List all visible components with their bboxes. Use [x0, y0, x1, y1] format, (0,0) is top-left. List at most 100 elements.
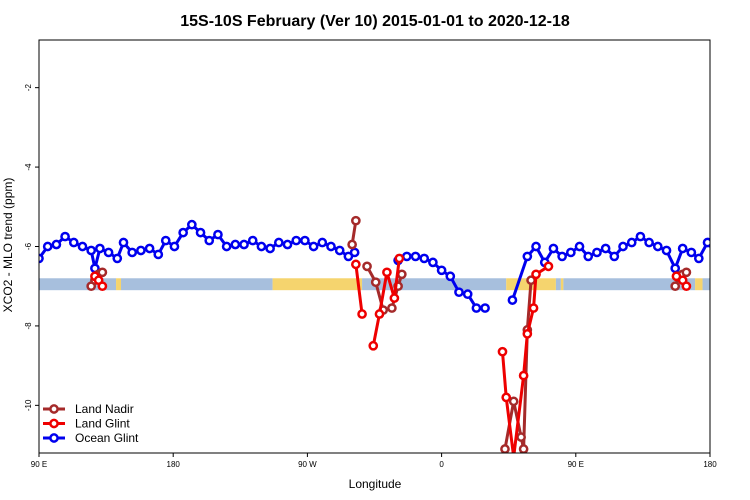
ocean-glint-point-43: [428, 257, 438, 268]
ocean-glint-point-36: [334, 245, 345, 256]
legend-label-land-nadir: Land Nadir: [75, 402, 134, 416]
ocean-glint-point-30: [282, 239, 293, 250]
ocean-glint-point-5: [77, 241, 88, 252]
land-glint-point-17: [543, 261, 554, 272]
ocean-glint-point-18: [178, 227, 188, 238]
land-nadir-point-15: [518, 444, 529, 453]
ocean-glint-point-61: [609, 251, 620, 262]
ocean-glint-point-45: [445, 271, 456, 282]
ocean-glint-point-22: [213, 229, 223, 240]
land-glint-point-11: [501, 392, 512, 403]
land-glint-point-14: [522, 329, 533, 339]
land-nadir-line-3: [503, 280, 533, 451]
land-glint-line-3: [500, 265, 550, 453]
y-tick-label-2: -6: [24, 242, 33, 250]
ocean-glint-point-17: [169, 241, 180, 252]
ocean-glint-point-38: [349, 247, 360, 258]
band-segment-0: [39, 278, 117, 291]
ocean-glint-point-27: [256, 241, 267, 252]
ocean-glint-point-59: [592, 247, 602, 258]
band-segment-3: [272, 278, 363, 291]
land-nadir-point-11: [396, 269, 407, 280]
ocean-glint-point-68: [670, 263, 681, 274]
ocean-glint-point-32: [300, 235, 310, 246]
ocean-glint-point-20: [195, 227, 206, 238]
plot-inner: [39, 215, 746, 453]
ocean-glint-point-13: [136, 245, 146, 256]
ocean-glint-point-70: [686, 247, 697, 258]
ocean-glint-point-56: [565, 247, 576, 258]
ocean-glint-point-47: [462, 289, 473, 300]
land-nadir-point-14: [516, 432, 526, 442]
ocean-glint-point-16: [160, 235, 171, 246]
ocean-glint-point-64: [635, 231, 646, 242]
land-glint-point-20: [681, 281, 692, 292]
ocean-glint-point-51: [522, 251, 533, 262]
land-glint-point-15: [528, 303, 539, 313]
ocean-glint-point-69: [677, 243, 688, 254]
ocean-glint-point-73: [713, 251, 720, 258]
plot-area: [39, 215, 746, 453]
ocean-glint-point-21: [204, 235, 215, 246]
x-tick-label-2: 90 W: [298, 460, 317, 469]
legend-marker-ocean-glint: [49, 433, 59, 443]
ocean-glint-point-48: [471, 303, 482, 313]
ocean-glint-point-49: [480, 303, 490, 313]
ocean-glint-point-63: [626, 237, 637, 248]
ocean-glint-point-14: [144, 243, 155, 254]
land-nadir-point-12: [500, 444, 510, 453]
band-segment-4: [362, 278, 507, 291]
ocean-glint-point-35: [326, 241, 336, 252]
ocean-glint-point-12: [127, 247, 138, 258]
y-tick-label-4: -2: [24, 84, 33, 92]
land-glint-line-1: [354, 264, 364, 315]
ocean-glint-point-34: [317, 237, 328, 248]
legend-label-land-glint: Land Glint: [75, 417, 130, 431]
legend-marker-land-nadir: [49, 404, 59, 414]
land-glint-point-10: [497, 346, 508, 357]
y-tick-label-1: -8: [24, 322, 33, 330]
ocean-glint-point-65: [644, 237, 654, 248]
axes: 90 E 180 90 W 0 90 E 180 -10 -8 -6 -4 -2: [24, 39, 717, 469]
band-segment-1: [116, 278, 122, 291]
ocean-glint-point-67: [661, 245, 672, 256]
ocean-glint-point-62: [618, 241, 628, 252]
ocean-glint-point-60: [600, 243, 611, 254]
ocean-glint-point-31: [291, 235, 302, 246]
ocean-glint-point-46: [454, 287, 464, 298]
land-glint-point-9: [394, 253, 405, 264]
ocean-glint-point-76: [739, 251, 746, 258]
ocean-glint-point-44: [436, 265, 447, 276]
land-nadir-point-5: [351, 215, 361, 226]
x-tick-label-5: 180: [703, 460, 717, 469]
ocean-glint-point-41: [410, 251, 421, 262]
band-segment-10: [702, 278, 710, 291]
ocean-glint-point-26: [247, 235, 258, 246]
ocean-glint-point-42: [419, 253, 430, 264]
ocean-glint-point-57: [574, 241, 585, 252]
ocean-glint-point-72: [702, 237, 710, 248]
ocean-glint-point-29: [273, 237, 284, 248]
band-segment-6: [555, 278, 561, 291]
land-glint-point-7: [382, 267, 392, 278]
land-nadir-point-4: [347, 239, 357, 250]
x-tick-label-4: 90 E: [568, 460, 584, 469]
ocean-glint-point-11: [118, 237, 129, 248]
ocean-glint-point-19: [186, 219, 197, 230]
y-tick-label-0: -10: [24, 399, 33, 411]
x-tick-label-3: 0: [439, 460, 444, 469]
land-glint-point-5: [368, 340, 379, 351]
band-segment-9: [695, 278, 703, 291]
ocean-glint-point-52: [531, 241, 541, 252]
ocean-glint-point-4: [68, 237, 79, 248]
land-nadir-point-3: [97, 267, 108, 278]
land-glint-point-2: [97, 281, 108, 292]
legend-marker-land-glint: [49, 418, 59, 429]
ocean-glint-point-24: [230, 239, 241, 250]
ocean-glint-point-25: [239, 239, 249, 250]
ocean-glint-point-9: [103, 247, 114, 258]
ocean-glint-point-66: [652, 241, 663, 252]
land-glint-point-3: [351, 259, 361, 270]
ocean-glint-point-33: [308, 241, 319, 252]
